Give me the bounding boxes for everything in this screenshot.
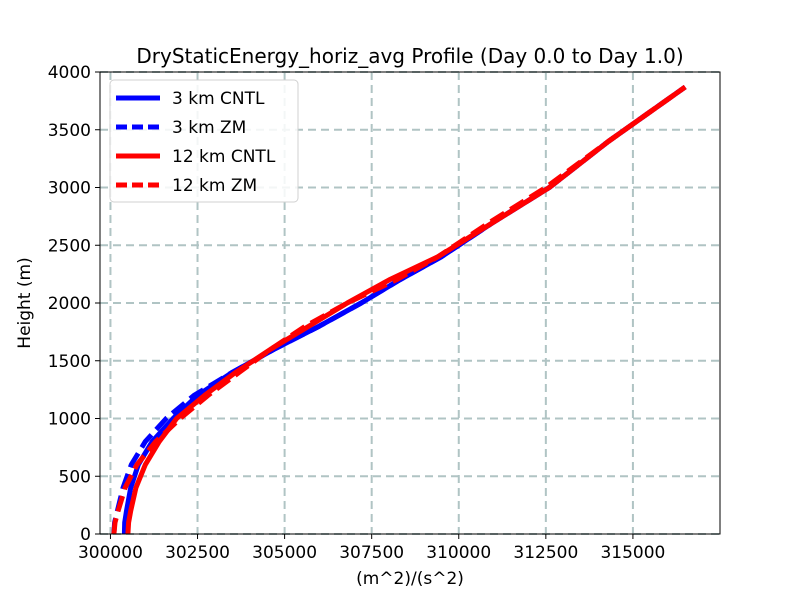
grid: [100, 71, 720, 535]
y-tick-label: 1000: [48, 410, 91, 430]
series-line-3: [111, 84, 687, 535]
y-tick-label: 3000: [48, 179, 91, 199]
x-tick-label: 312500: [513, 543, 578, 563]
x-tick-label: 315000: [600, 543, 665, 563]
legend: 3 km CNTL 3 km ZM 12 km CNTL 12 km ZM: [109, 79, 299, 203]
y-tick-label: 1500: [48, 352, 91, 372]
legend-label-1: 3 km ZM: [172, 118, 246, 138]
y-tick-label: 3500: [48, 121, 91, 141]
y-tick-label: 4000: [48, 63, 91, 83]
legend-label-0: 3 km CNTL: [172, 89, 265, 109]
y-tick-label: 0: [80, 525, 91, 545]
chart-title: DryStaticEnergy_horiz_avg Profile (Day 0…: [136, 44, 683, 68]
legend-box: [109, 79, 299, 203]
x-tick-label: 305000: [252, 543, 317, 563]
x-tick-label: 310000: [426, 543, 491, 563]
axis-ticks: 300000 302500 305000 307500 310000 312500 3150…: [48, 63, 666, 563]
x-tick-label: 300000: [78, 543, 143, 563]
y-tick-label: 2500: [48, 236, 91, 256]
y-axis-title: Height (m): [15, 257, 35, 348]
x-tick-label: 307500: [339, 543, 404, 563]
plot-series: [111, 84, 687, 535]
y-tick-label: 2000: [48, 294, 91, 314]
legend-label-3: 12 km ZM: [172, 176, 257, 196]
legend-label-2: 12 km CNTL: [172, 147, 276, 167]
y-tick-label: 500: [59, 467, 91, 487]
x-tick-label: 302500: [165, 543, 230, 563]
x-axis-title: (m^2)/(s^2): [356, 569, 464, 589]
